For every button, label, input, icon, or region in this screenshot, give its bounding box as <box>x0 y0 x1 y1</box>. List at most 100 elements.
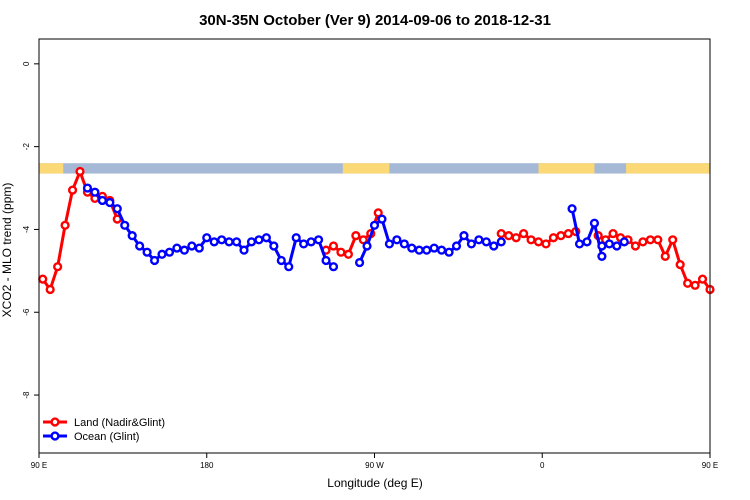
x-tick-label: 180 <box>200 461 214 470</box>
data-point <box>60 220 70 230</box>
x-axis-label: Longitude (deg E) <box>327 476 422 490</box>
land-band-segment <box>39 163 64 174</box>
data-point <box>313 235 324 245</box>
data-point <box>504 231 514 241</box>
data-point <box>567 204 577 214</box>
data-point <box>489 241 499 251</box>
data-point <box>638 237 648 247</box>
y-tick-label: -2 <box>22 143 31 151</box>
series-line <box>570 208 604 257</box>
data-point <box>321 255 331 266</box>
data-point <box>336 247 346 257</box>
data-point <box>574 239 585 249</box>
data-point <box>690 280 700 290</box>
axes: 90 E 180 90 W 0 90 E 0 -2 -4 -6 -8 <box>22 38 718 470</box>
data-point <box>343 249 354 259</box>
data-point <box>269 241 279 251</box>
data-point <box>548 233 559 243</box>
data-point <box>597 241 607 251</box>
data-point <box>496 228 506 239</box>
data-point <box>105 197 115 208</box>
land-ocean-mask-band <box>39 163 710 174</box>
x-tick-label: 90 E <box>702 461 718 470</box>
data-point <box>437 245 447 255</box>
data-point <box>187 241 197 251</box>
data-point <box>668 235 678 245</box>
data-point <box>82 183 93 193</box>
data-point <box>172 243 182 253</box>
data-point <box>451 241 462 251</box>
land-band-segment <box>538 163 595 174</box>
data-point <box>373 208 383 218</box>
data-point <box>369 220 380 230</box>
data-point <box>284 262 294 272</box>
data-point <box>645 235 655 245</box>
data-point <box>481 237 491 247</box>
y-tick-label: 0 <box>22 61 31 66</box>
data-point <box>224 237 234 247</box>
legend-label: Land (Nadir&Glint) <box>74 417 165 429</box>
land-band-segment <box>626 163 710 174</box>
data-point <box>112 204 122 214</box>
legend: Land (Nadir&Glint) Ocean (Glint) <box>43 417 165 443</box>
data-point <box>675 260 685 270</box>
legend-label: Ocean (Glint) <box>74 431 139 443</box>
data-point <box>291 233 301 243</box>
data-point <box>231 237 242 247</box>
data-point <box>407 243 417 253</box>
data-point <box>38 274 48 284</box>
series-layer <box>38 166 715 295</box>
data-point <box>608 228 618 239</box>
legend-item: Land (Nadir&Glint) <box>43 417 165 429</box>
y-tick-label: -8 <box>22 391 31 399</box>
data-point <box>135 241 145 251</box>
data-point <box>444 247 454 257</box>
data-point <box>194 243 204 253</box>
data-point <box>660 251 670 261</box>
legend-swatch-marker <box>50 417 60 427</box>
data-point <box>358 235 368 245</box>
data-point <box>362 241 372 251</box>
data-point <box>519 228 529 239</box>
data-point <box>217 235 227 245</box>
y-axis-label: XCO2 - MLO trend (ppm) <box>0 183 14 318</box>
data-point <box>683 278 693 288</box>
data-point <box>422 245 432 255</box>
series-line <box>41 169 119 291</box>
land-band-segment <box>342 163 390 174</box>
data-point <box>127 231 137 241</box>
data-point <box>612 241 622 251</box>
data-point <box>556 231 566 241</box>
data-point <box>149 255 160 266</box>
series-land <box>38 166 715 295</box>
data-point <box>261 233 271 243</box>
data-point <box>619 237 629 247</box>
data-point <box>429 243 439 253</box>
data-point <box>384 239 395 249</box>
data-point <box>67 185 78 195</box>
y-tick-label: -6 <box>22 308 31 316</box>
data-point <box>328 262 339 272</box>
data-point <box>90 187 100 197</box>
data-point <box>526 235 536 245</box>
x-tick-label: 90 W <box>365 461 384 470</box>
data-point <box>474 235 484 245</box>
data-point <box>414 245 424 255</box>
data-point <box>533 237 544 247</box>
data-point <box>299 239 309 249</box>
legend-item: Ocean (Glint) <box>43 431 139 443</box>
data-point <box>157 249 167 259</box>
data-point <box>142 247 152 257</box>
data-point <box>164 247 175 257</box>
data-point <box>276 255 286 266</box>
data-point <box>377 214 387 224</box>
data-point <box>354 257 365 268</box>
data-point <box>53 262 63 272</box>
data-point <box>604 239 614 249</box>
data-point <box>653 235 663 245</box>
data-point <box>459 231 469 241</box>
data-point <box>496 237 506 247</box>
series-ocean <box>82 183 629 272</box>
x-tick-label: 0 <box>540 461 545 470</box>
